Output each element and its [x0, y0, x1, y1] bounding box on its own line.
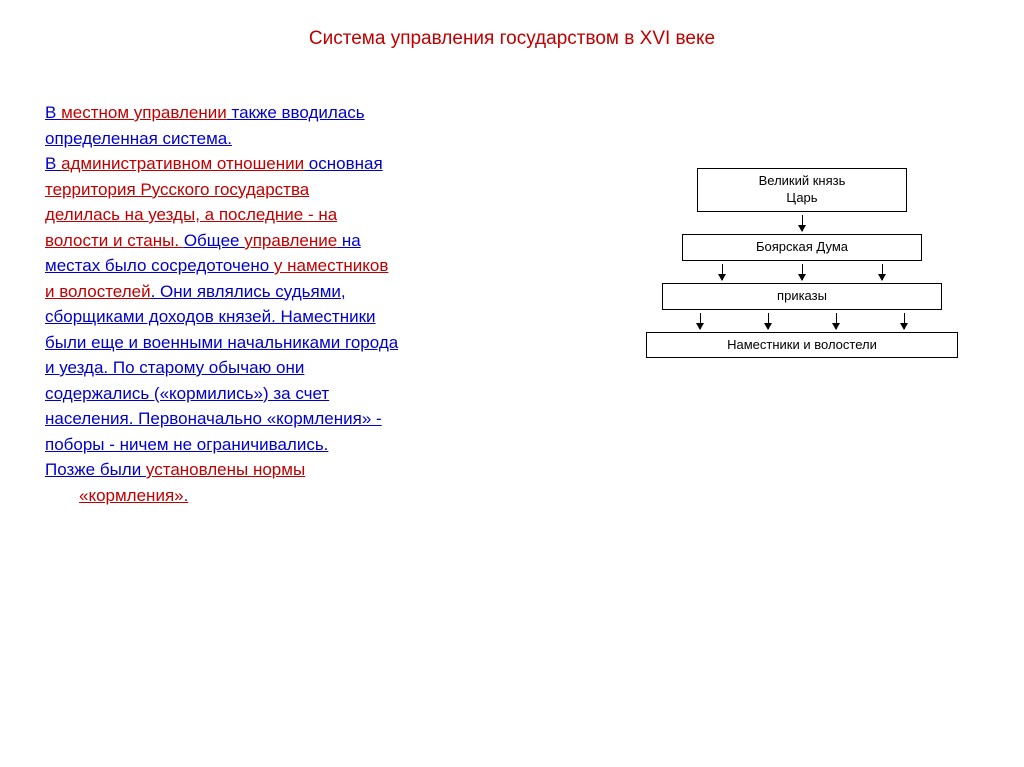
diagram-column: Великий князьЦарь Боярская Дума приказы Нам… — [615, 100, 979, 508]
text-span: и уезда. По старому обычаю они — [45, 358, 304, 377]
title-text: Система управления государством в XVI ве… — [309, 28, 715, 49]
diagram-level-0: Великий князьЦарь — [625, 168, 979, 234]
text-span: населения. Первоначально «кормления» - — [45, 409, 382, 428]
page-title: Система управления государством в XVI ве… — [0, 0, 1024, 50]
diagram-box-0: Великий князьЦарь — [697, 168, 907, 212]
content-area: В местном управлении также вводилась опр… — [0, 50, 1024, 508]
text-span: территория Русского государства — [45, 180, 309, 199]
text-span: и волостелей — [45, 282, 151, 301]
diagram-level-2: приказы — [625, 283, 979, 332]
text-span: . Они являлись судьями, — [151, 282, 346, 301]
diagram-level-1: Боярская Дума — [625, 234, 979, 283]
text-span: содержались («кормились») за счет — [45, 384, 329, 403]
arrow-down-icon — [700, 313, 701, 329]
paragraph: В местном управлении также вводилась опр… — [45, 100, 585, 508]
text-span: установлены нормы — [146, 460, 305, 479]
diagram-level-3: Наместники и волостели — [625, 332, 979, 359]
box-label: Наместники и волостели — [647, 337, 957, 354]
arrow-row — [682, 261, 922, 283]
arrow-down-icon — [904, 313, 905, 329]
diagram-box-3: Наместники и волостели — [646, 332, 958, 359]
diagram-box-2: приказы — [662, 283, 942, 310]
arrow-down-icon — [722, 264, 723, 280]
text-span: Позже были — [45, 460, 146, 479]
arrow-row — [702, 212, 902, 234]
text-span: В — [45, 103, 61, 122]
arrow-row — [666, 310, 938, 332]
box-label: Царь — [698, 190, 906, 207]
diagram-box-1: Боярская Дума — [682, 234, 922, 261]
text-span: делилась на уезды, а последние - на — [45, 205, 337, 224]
text-span: сборщиками доходов князей. Наместники — [45, 307, 376, 326]
text-span: на — [337, 231, 361, 250]
hierarchy-diagram: Великий князьЦарь Боярская Дума приказы Нам… — [625, 168, 979, 358]
text-span: «кормления». — [45, 483, 188, 509]
arrow-down-icon — [882, 264, 883, 280]
text-span: определенная система. — [45, 129, 232, 148]
box-label: Великий князь — [698, 173, 906, 190]
text-span: также вводилась — [227, 103, 365, 122]
arrow-down-icon — [836, 313, 837, 329]
text-span: В — [45, 154, 61, 173]
arrow-down-icon — [802, 264, 803, 280]
text-span: были еще и военными начальниками города — [45, 333, 398, 352]
text-span: Общее — [184, 231, 244, 250]
text-span: местах было сосредоточено — [45, 256, 274, 275]
text-span: основная — [304, 154, 383, 173]
text-column: В местном управлении также вводилась опр… — [45, 100, 585, 508]
text-span: местном управлении — [61, 103, 227, 122]
arrow-down-icon — [802, 215, 803, 231]
text-span: управление — [244, 231, 337, 250]
text-span: поборы - ничем не ограничивались. — [45, 435, 328, 454]
text-span: у наместников — [274, 256, 389, 275]
arrow-down-icon — [768, 313, 769, 329]
box-label: приказы — [663, 288, 941, 305]
box-label: Боярская Дума — [683, 239, 921, 256]
text-span: волости и станы. — [45, 231, 184, 250]
text-span: административном отношении — [61, 154, 304, 173]
